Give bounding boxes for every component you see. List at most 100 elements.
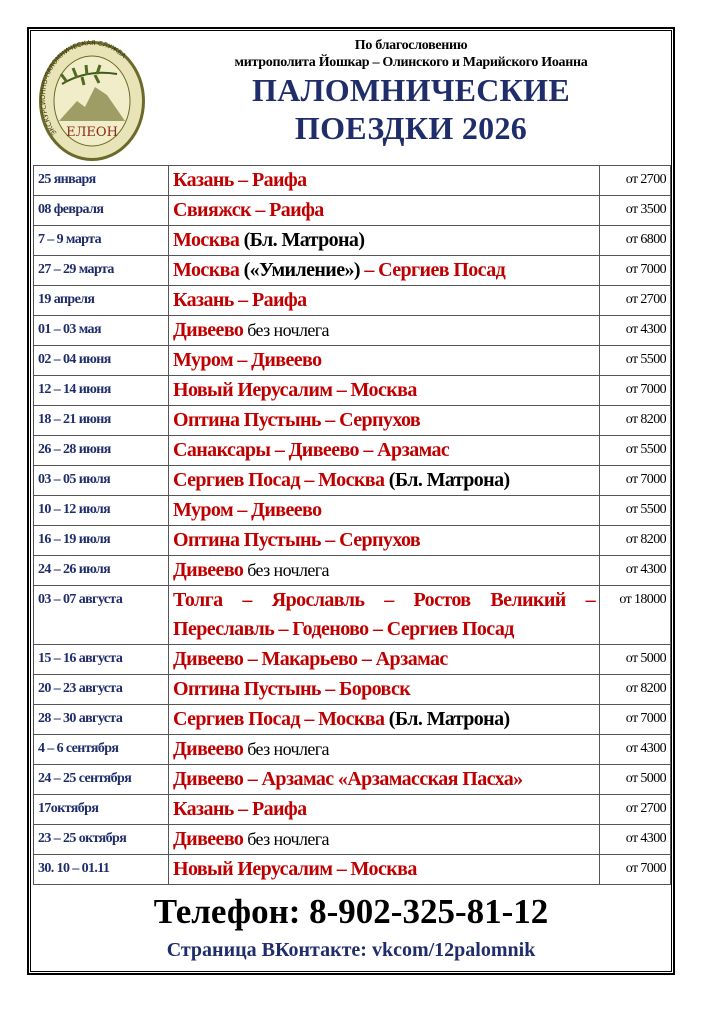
route-segment: Санаксары – Дивеево – Арзамас <box>173 439 450 461</box>
trip-price: от 4300 <box>599 734 671 765</box>
trip-price: от 7000 <box>599 854 671 885</box>
route-segment: Толга – Ярославль – Ростов Великий – Пер… <box>173 589 596 640</box>
trip-route: Сергиев Посад – Москва (Бл. Матрона) <box>168 465 600 496</box>
trip-price: от 8200 <box>599 405 671 436</box>
trip-date: 7 – 9 марта <box>33 225 169 256</box>
table-row: 24 – 26 июля Дивеево без ночлега от 4300 <box>33 555 671 586</box>
trip-date: 15 – 16 августа <box>33 644 169 675</box>
route-segment: Дивеево <box>173 319 244 341</box>
route-segment: Оптина Пустынь – Боровск <box>173 678 411 700</box>
title-line-2: ПОЕЗДКИ 2026 <box>294 110 528 146</box>
route-segment: (Бл. Матрона) <box>239 229 365 251</box>
trip-date: 28 – 30 августа <box>33 704 169 735</box>
blessing-line-1: По благословению <box>354 38 468 53</box>
trip-route: Дивеево без ночлега <box>168 824 600 855</box>
trip-date: 4 – 6 сентября <box>33 734 169 765</box>
trip-price: от 4300 <box>599 315 671 346</box>
table-row: 24 – 25 сентября Дивеево – Арзамас «Арзам… <box>33 764 671 795</box>
trip-price: от 7000 <box>599 465 671 496</box>
trip-price: от 5000 <box>599 644 671 675</box>
trip-price: от 6800 <box>599 225 671 256</box>
trip-price: от 7000 <box>599 375 671 406</box>
trip-date: 20 – 23 августа <box>33 674 169 705</box>
route-segment: Оптина Пустынь – Серпухов <box>173 529 421 551</box>
table-row: 30. 10 – 01.11 Новый Иерусалим – Москва от… <box>33 854 671 885</box>
poster-frame: ЭКСКУРСИОННО-ПАЛОМНИЧЕСКАЯ СЛУЖБА ЕЛЕОН … <box>28 28 674 974</box>
table-row: 01 – 03 мая Дивеево без ночлега от 4300 <box>33 315 671 346</box>
route-segment: без ночлега <box>243 560 329 580</box>
trip-date: 19 апреля <box>33 285 169 316</box>
table-row: 03 – 05 июля Сергиев Посад – Москва (Бл. … <box>33 465 671 496</box>
route-segment: («Умиление») <box>239 259 361 281</box>
table-row: 08 февраля Свияжск – Раифа от 3500 <box>33 195 671 226</box>
trip-date: 26 – 28 июня <box>33 435 169 466</box>
route-segment: Дивеево <box>173 738 244 760</box>
title-line-1: ПАЛОМНИЧЕСКИЕ <box>252 72 570 108</box>
trip-price: от 7000 <box>599 255 671 286</box>
trip-route: Оптина Пустынь – Серпухов <box>168 405 600 436</box>
table-row: 03 – 07 августа Толга – Ярославль – Росто… <box>33 585 671 645</box>
trip-date: 01 – 03 мая <box>33 315 169 346</box>
footer: Телефон: 8-902-325-81-12 Страница ВКонта… <box>31 885 671 971</box>
trip-date: 23 – 25 октября <box>33 824 169 855</box>
table-row: 28 – 30 августа Сергиев Посад – Москва (Б… <box>33 704 671 735</box>
trip-date: 03 – 07 августа <box>33 585 169 645</box>
trip-route: Муром – Дивеево <box>168 495 600 526</box>
trip-price: от 5500 <box>599 345 671 376</box>
trip-price: от 5000 <box>599 764 671 795</box>
route-segment: Москва <box>173 229 240 251</box>
trip-route: Казань – Раифа <box>168 794 600 825</box>
table-row: 02 – 04 июня Муром – Дивеево от 5500 <box>33 345 671 376</box>
route-segment: Дивеево <box>173 559 244 581</box>
trip-route: Москва («Умиление») – Сергиев Посад <box>168 255 600 286</box>
trip-route: Новый Иерусалим – Москва <box>168 854 600 885</box>
trip-route: Казань – Раифа <box>168 165 600 196</box>
trip-price: от 5500 <box>599 495 671 526</box>
route-segment: Сергиев Посад – Москва <box>173 469 385 491</box>
route-segment: (Бл. Матрона) <box>384 708 510 730</box>
trip-date: 24 – 26 июля <box>33 555 169 586</box>
route-segment: Свияжск – Раифа <box>173 199 324 221</box>
route-segment: Новый Иерусалим – Москва <box>173 858 417 880</box>
vk-page-link[interactable]: Страница ВКонтакте: vkcom/12palomnik <box>166 939 536 961</box>
table-row: 25 января Казань – Раифа от 2700 <box>33 165 671 196</box>
trip-route: Муром – Дивеево <box>168 345 600 376</box>
route-segment: Новый Иерусалим – Москва <box>173 379 417 401</box>
trip-price: от 2700 <box>599 794 671 825</box>
trip-price: от 7000 <box>599 704 671 735</box>
trip-date: 12 – 14 июня <box>33 375 169 406</box>
trip-date: 10 – 12 июля <box>33 495 169 526</box>
trip-route: Дивеево без ночлега <box>168 315 600 346</box>
trip-route: Дивеево без ночлега <box>168 555 600 586</box>
trip-date: 02 – 04 июня <box>33 345 169 376</box>
trip-price: от 3500 <box>599 195 671 226</box>
route-segment: Оптина Пустынь – Серпухов <box>173 409 421 431</box>
trip-price: от 8200 <box>599 525 671 556</box>
table-row: 12 – 14 июня Новый Иерусалим – Москва от 7… <box>33 375 671 406</box>
table-row: 23 – 25 октября Дивеево без ночлега от 430… <box>33 824 671 855</box>
trip-price: от 5500 <box>599 435 671 466</box>
header-area: ЭКСКУРСИОННО-ПАЛОМНИЧЕСКАЯ СЛУЖБА ЕЛЕОН … <box>31 31 671 165</box>
logo-text: ЕЛЕОН <box>66 125 118 140</box>
trip-route: Санаксары – Дивеево – Арзамас <box>168 435 600 466</box>
trip-date: 08 февраля <box>33 195 169 226</box>
route-segment: Муром – Дивеево <box>173 499 322 521</box>
route-segment: Казань – Раифа <box>173 289 307 311</box>
trip-route: Оптина Пустынь – Серпухов <box>168 525 600 556</box>
route-segment: Казань – Раифа <box>173 169 307 191</box>
route-segment: Дивеево – Макарьево – Арзамас <box>173 648 448 670</box>
route-segment: Дивеево – Арзамас «Арзамасская Пасха» <box>173 768 523 790</box>
trip-price: от 2700 <box>599 165 671 196</box>
phone-number: Телефон: 8-902-325-81-12 <box>153 892 549 931</box>
route-segment: без ночлега <box>243 829 329 849</box>
trip-date: 27 – 29 марта <box>33 255 169 286</box>
trip-date: 24 – 25 сентября <box>33 764 169 795</box>
route-segment: Сергиев Посад – Москва <box>173 708 385 730</box>
trip-price: от 2700 <box>599 285 671 316</box>
table-row: 18 – 21 июня Оптина Пустынь – Серпухов от … <box>33 405 671 436</box>
route-segment: Казань – Раифа <box>173 798 307 820</box>
header: По благословению митрополита Йошкар – Ол… <box>151 37 671 147</box>
table-row: 7 – 9 марта Москва (Бл. Матрона) от 6800 <box>33 225 671 256</box>
trip-date: 18 – 21 июня <box>33 405 169 436</box>
table-row: 17октября Казань – Раифа от 2700 <box>33 794 671 825</box>
